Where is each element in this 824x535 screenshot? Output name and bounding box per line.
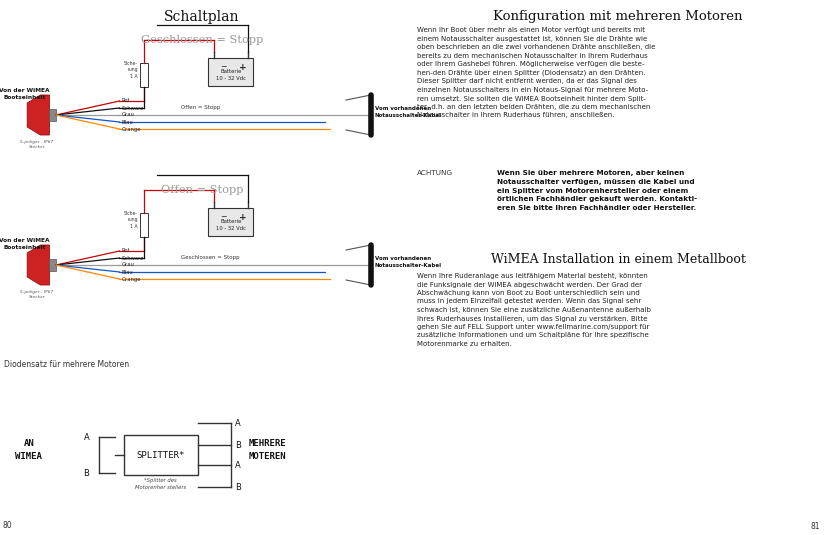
Text: Geschlossen = Stopp: Geschlossen = Stopp: [141, 35, 263, 45]
Text: Batterie
10 - 32 Vdc: Batterie 10 - 32 Vdc: [216, 69, 246, 81]
Text: Schwarz: Schwarz: [122, 105, 144, 111]
Text: 81: 81: [811, 522, 820, 531]
Text: Wenn Ihre Ruderanlage aus leitfähigem Material besteht, könnten
die Funksignale : Wenn Ihre Ruderanlage aus leitfähigem Ma…: [417, 273, 651, 347]
Text: Rot: Rot: [122, 248, 130, 254]
FancyBboxPatch shape: [140, 213, 147, 237]
Text: +: +: [239, 63, 247, 72]
FancyBboxPatch shape: [140, 63, 147, 87]
Text: *Splitter des
Motorenher stellers: *Splitter des Motorenher stellers: [135, 478, 186, 490]
Text: 5-poliger - IP67
Stecker: 5-poliger - IP67 Stecker: [21, 290, 54, 299]
Text: AN
WIMEA: AN WIMEA: [16, 439, 42, 461]
FancyBboxPatch shape: [49, 259, 56, 271]
Text: Rot: Rot: [122, 98, 130, 103]
Text: Wenn Ihr Boot über mehr als einen Motor verfügt und bereits mit
einem Notausscha: Wenn Ihr Boot über mehr als einen Motor …: [417, 27, 655, 118]
Text: Geschlossen = Stopp: Geschlossen = Stopp: [181, 255, 240, 260]
Text: +: +: [239, 212, 247, 221]
Text: Grau: Grau: [122, 112, 135, 118]
Text: Wenn Sie über mehrere Motoren, aber keinen
Notausschalter verfügen, müssen die K: Wenn Sie über mehrere Motoren, aber kein…: [497, 170, 697, 211]
Text: Grau: Grau: [122, 263, 135, 268]
FancyBboxPatch shape: [208, 58, 253, 86]
Text: Schwarz: Schwarz: [122, 256, 144, 261]
Text: SPLITTER*: SPLITTER*: [137, 450, 185, 460]
Text: Siche-
rung
1 A: Siche- rung 1 A: [124, 211, 138, 228]
Text: Blau: Blau: [122, 119, 133, 125]
Text: MEHRERE
MOTEREN: MEHRERE MOTEREN: [249, 439, 287, 461]
Text: A: A: [84, 432, 89, 441]
Text: Offen = Stopp: Offen = Stopp: [181, 105, 221, 110]
Text: Vom vorhandenen
Notausschalter-Kabel: Vom vorhandenen Notausschalter-Kabel: [375, 106, 442, 118]
Text: Schaltplan: Schaltplan: [164, 10, 240, 24]
Text: A: A: [235, 461, 241, 470]
Text: 5-poliger - IP67
Stecker: 5-poliger - IP67 Stecker: [21, 140, 54, 149]
Text: B: B: [235, 483, 241, 492]
FancyBboxPatch shape: [208, 208, 253, 236]
Text: B: B: [235, 440, 241, 449]
Text: Von der WiMEA
Bootseinheit: Von der WiMEA Bootseinheit: [0, 88, 50, 100]
Text: −: −: [220, 212, 227, 221]
Text: Blau: Blau: [122, 270, 133, 274]
Text: 80: 80: [2, 521, 12, 530]
Polygon shape: [27, 245, 49, 285]
Text: Orange: Orange: [122, 277, 142, 281]
Text: Batterie
10 - 32 Vdc: Batterie 10 - 32 Vdc: [216, 219, 246, 231]
Text: Orange: Orange: [122, 126, 142, 132]
Text: Diodensatz für mehrere Motoren: Diodensatz für mehrere Motoren: [4, 360, 129, 369]
Text: Siche-
rung
1 A: Siche- rung 1 A: [124, 62, 138, 79]
FancyBboxPatch shape: [124, 435, 198, 475]
Polygon shape: [27, 95, 49, 135]
Text: Offen = Stopp: Offen = Stopp: [161, 185, 243, 195]
FancyBboxPatch shape: [49, 109, 56, 121]
Text: WiMEA Installation in einem Metallboot: WiMEA Installation in einem Metallboot: [490, 253, 746, 266]
Text: B: B: [83, 469, 90, 478]
Text: Von der WiMEA
Bootseinheit: Von der WiMEA Bootseinheit: [0, 239, 50, 250]
Text: ACHTUNG: ACHTUNG: [417, 170, 453, 176]
Text: Vom vorhandenen
Notausschalter-Kabel: Vom vorhandenen Notausschalter-Kabel: [375, 256, 442, 268]
Text: −: −: [220, 63, 227, 72]
Text: A: A: [235, 418, 241, 427]
Text: Konfiguration mit mehreren Motoren: Konfiguration mit mehreren Motoren: [494, 10, 742, 23]
